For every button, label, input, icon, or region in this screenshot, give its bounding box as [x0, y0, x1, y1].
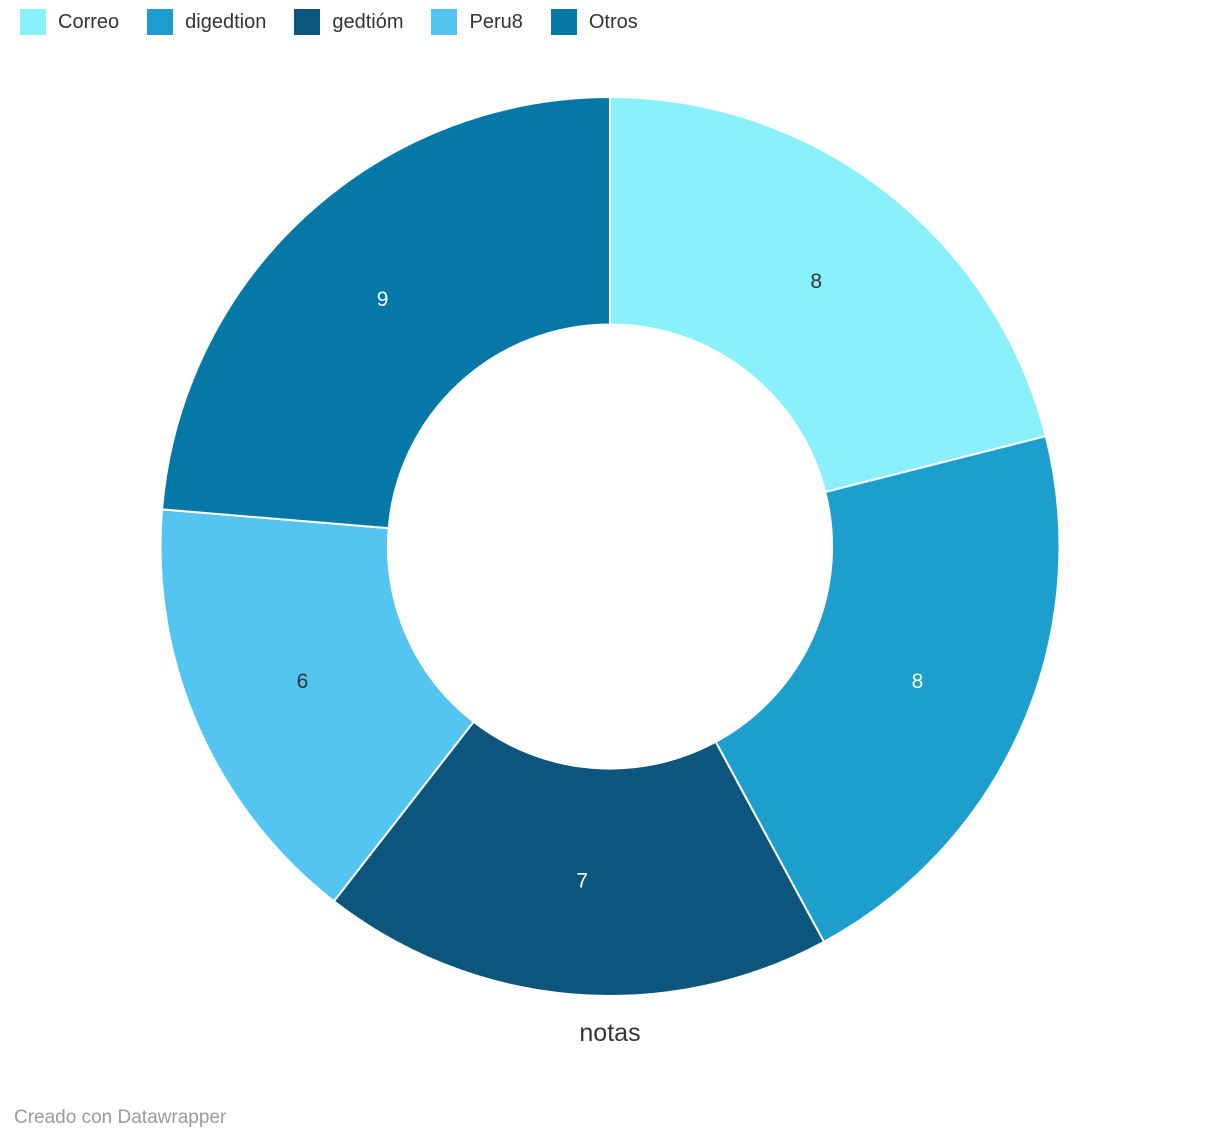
chart-caption: notas [579, 1019, 641, 1047]
legend-label: Otros [588, 11, 638, 33]
legend-label: digedtion [185, 11, 267, 33]
slice-value-label-correo: 8 [810, 270, 822, 293]
donut-slice-correo[interactable] [609, 96, 1047, 493]
legend-swatch-icon [20, 9, 46, 35]
slice-value-label-otros: 9 [377, 288, 389, 311]
legend-item-digedtion[interactable]: digedtion [147, 9, 266, 35]
legend-swatch-icon [431, 9, 458, 35]
legend-item-gedtiom[interactable]: gedtióm [294, 9, 403, 35]
donut-slice-gedtiom[interactable] [332, 720, 825, 997]
slice-value-label-peru8: 6 [297, 670, 309, 693]
slice-value-label-digedtion: 8 [912, 670, 924, 693]
legend-label: Correo [58, 11, 120, 33]
legend-swatch-icon [147, 9, 174, 35]
legend-item-otros[interactable]: Otros [550, 9, 638, 35]
datawrapper-credit: Creado con Datawrapper [14, 1107, 227, 1128]
legend-label: gedtióm [332, 11, 404, 33]
donut-slice-otros[interactable] [161, 96, 611, 530]
legend-item-correo[interactable]: Correo [20, 9, 119, 35]
legend-swatch-icon [550, 9, 577, 35]
donut-slice-digedtion[interactable] [714, 435, 1061, 943]
legend-item-peru8[interactable]: Peru8 [431, 9, 523, 35]
chart-legend: Correo digedtion gedtióm Peru8 Otros [20, 9, 638, 35]
legend-label: Peru8 [469, 11, 523, 33]
legend-swatch-icon [294, 9, 321, 35]
slice-value-label-gedtiom: 7 [576, 870, 588, 893]
donut-slice-peru8[interactable] [159, 508, 475, 903]
